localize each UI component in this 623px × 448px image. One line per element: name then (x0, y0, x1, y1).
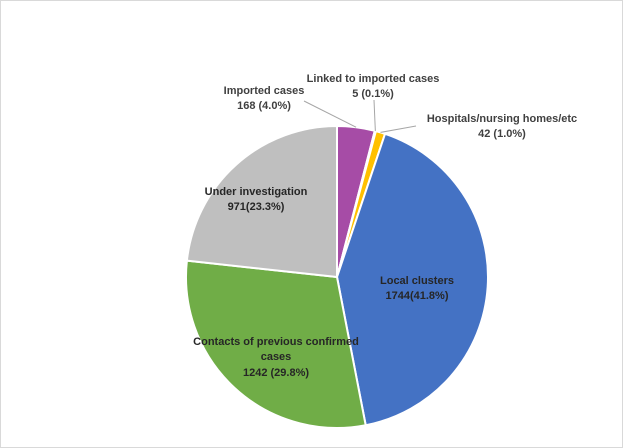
leader-line-linked-to-imported-cases (373, 99, 376, 131)
leader-lines (303, 99, 417, 133)
label-linked-name: Linked to imported cases (307, 73, 440, 85)
leader-line-imported-cases (303, 100, 357, 128)
label-local-value: 1744(41.8%) (386, 290, 449, 302)
label-contacts-value: 1242 (29.8%) (243, 367, 309, 379)
label-hospitals-value: 42 (1.0%) (478, 128, 526, 140)
label-contacts-name-2: cases (261, 351, 292, 363)
slice-under-investigation (185, 125, 338, 278)
leader-line-hospitals-nursing-homes-etc (380, 125, 417, 133)
slice-local-clusters (336, 132, 489, 427)
label-contacts-name-1: Contacts of previous confirmed (193, 336, 359, 348)
label-hospitals-name: Hospitals/nursing homes/etc (427, 113, 577, 125)
pie-slices (185, 125, 489, 429)
label-local-name: Local clusters (380, 275, 454, 287)
label-investigation-value: 971(23.3%) (228, 201, 285, 213)
label-linked-value: 5 (0.1%) (352, 88, 394, 100)
label-investigation-name: Under investigation (205, 186, 308, 198)
label-imported-name: Imported cases (224, 85, 305, 97)
label-imported-value: 168 (4.0%) (237, 100, 291, 112)
slice-contacts-of-previous-confirmed-cases (185, 259, 367, 429)
